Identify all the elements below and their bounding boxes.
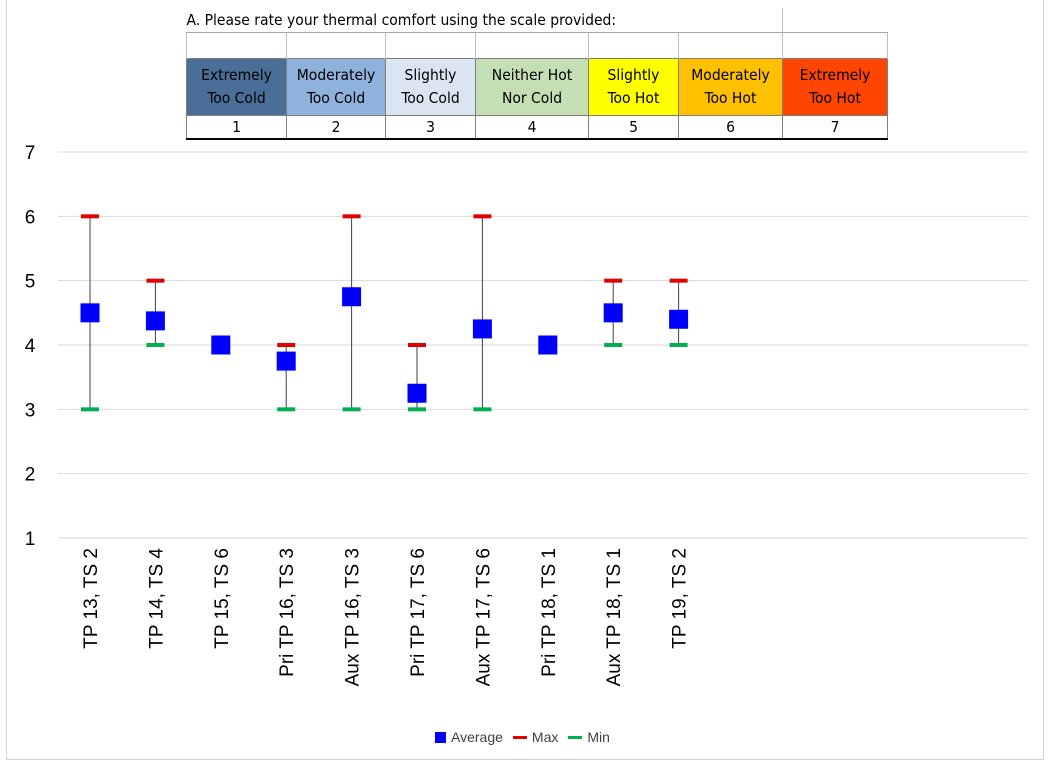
legend-max-label: Max <box>531 729 559 745</box>
average-marker <box>669 309 689 329</box>
min-marker <box>277 407 296 412</box>
scale-number-7: 7 <box>782 115 888 140</box>
average-marker <box>342 287 362 307</box>
scale-number-1: 1 <box>186 115 287 140</box>
max-marker <box>669 278 688 283</box>
max-marker <box>604 278 623 283</box>
scale-label-line1: Extremely <box>799 66 871 84</box>
scale-label-6: Moderately Too Hot <box>678 58 783 116</box>
scale-label-4: Neither Hot Nor Cold <box>475 58 589 116</box>
max-marker <box>277 343 296 347</box>
max-marker <box>473 214 492 219</box>
x-tick-label: Aux TP 18, TS 1 <box>604 548 625 686</box>
legend-item-average: Average <box>435 729 503 745</box>
scale-label-line1: Moderately <box>296 66 376 84</box>
scale-label-line2: Too Hot <box>704 89 757 107</box>
average-marker <box>211 335 231 355</box>
legend-average-label: Average <box>451 729 503 745</box>
x-tick-label: Aux TP 17, TS 6 <box>473 548 494 686</box>
y-tick-label: 4 <box>25 336 36 357</box>
scale-label-line2: Too Cold <box>306 89 366 107</box>
max-marker <box>342 214 361 219</box>
y-tick-label: 3 <box>25 400 36 421</box>
max-marker <box>146 278 165 283</box>
max-marker <box>408 343 426 347</box>
average-marker <box>538 335 558 355</box>
min-marker <box>604 343 623 347</box>
x-tick-label: TP 13, TS 2 <box>81 548 102 649</box>
y-tick-label: 5 <box>25 272 36 293</box>
y-tick-label: 1 <box>25 529 36 550</box>
scale-label-5: Slightly Too Hot <box>588 58 679 116</box>
scale-number-2: 2 <box>286 115 386 140</box>
scale-label-7: Extremely Too Hot <box>782 58 888 116</box>
chart-legend: Average Max Min <box>435 729 610 745</box>
scale-label-line2: Too Cold <box>207 89 266 107</box>
average-marker <box>472 319 492 339</box>
x-tick-label: Pri TP 17, TS 6 <box>408 548 429 677</box>
legend-average-marker <box>435 731 446 743</box>
x-tick-label: Aux TP 16, TS 3 <box>343 548 364 686</box>
scale-label-line2: Too Hot <box>607 89 660 107</box>
thermal-comfort-scale-table: A. Please rate your thermal comfort usin… <box>186 8 888 140</box>
average-marker <box>145 311 165 331</box>
scale-label-line1: Slightly <box>607 66 660 84</box>
x-tick-label: TP 19, TS 2 <box>670 548 691 649</box>
chart-frame <box>6 0 1044 760</box>
min-marker <box>473 407 492 412</box>
legend-item-max: Max <box>512 729 559 745</box>
min-marker <box>81 407 99 412</box>
legend-min-marker <box>568 735 583 739</box>
min-marker <box>408 407 426 412</box>
scale-label-2: Moderately Too Cold <box>286 58 386 116</box>
scale-label-line1: Slightly <box>404 66 457 84</box>
y-tick-label: 7 <box>25 143 36 164</box>
average-marker <box>603 303 623 323</box>
average-marker <box>80 303 100 323</box>
min-marker <box>146 343 165 347</box>
x-tick-label: TP 14, TS 4 <box>146 548 167 649</box>
x-tick-label: TP 15, TS 6 <box>212 548 233 649</box>
y-tick-label: 2 <box>25 465 36 486</box>
scale-label-line2: Too Cold <box>401 89 460 107</box>
x-tick-label: Pri TP 16, TS 3 <box>277 548 298 677</box>
average-marker <box>407 383 427 403</box>
scale-label-line2: Too Hot <box>809 89 861 107</box>
legend-min-label: Min <box>587 729 610 745</box>
scale-label-line2: Nor Cold <box>501 89 563 107</box>
scale-question: A. Please rate your thermal comfort usin… <box>186 8 783 33</box>
scale-label-line1: Moderately <box>691 66 770 84</box>
scale-label-line1: Extremely <box>201 66 272 84</box>
legend-item-min: Min <box>568 729 610 745</box>
x-tick-label: Pri TP 18, TS 1 <box>539 548 560 677</box>
max-marker <box>81 214 99 219</box>
legend-max-marker <box>512 735 527 739</box>
scale-number-3: 3 <box>385 115 476 140</box>
scale-label-line1: Neither Hot <box>491 66 573 84</box>
scale-number-4: 4 <box>475 115 589 140</box>
average-marker <box>276 351 296 371</box>
min-marker <box>669 343 688 347</box>
min-marker <box>342 407 361 412</box>
y-tick-label: 6 <box>25 207 36 228</box>
